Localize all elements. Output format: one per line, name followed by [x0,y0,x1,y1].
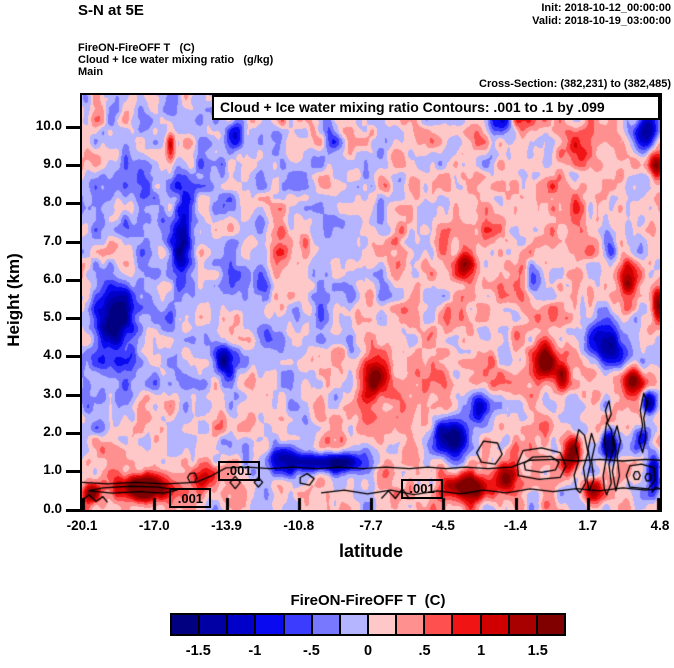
contour-value-label: .001 [401,478,444,499]
y-tick-mark [66,355,81,358]
valid-time-label: Valid: 2018-10-19_03:00:00 [532,15,671,27]
x-tick-label: -17.0 [138,518,170,533]
colorbar-cell [282,615,311,634]
temperature-difference-heatmap [82,95,660,510]
colorbar-tick-label: .5 [418,643,431,659]
page-title: S-N at 5E [78,2,144,19]
y-tick-label: 2.0 [43,424,62,439]
run-times: Init: 2018-10-12_00:00:00 Valid: 2018-10… [532,2,671,28]
x-tick-label: -1.4 [503,518,528,533]
y-tick-label: 1.0 [43,462,62,477]
cross-section-coords-label: Cross-Section: (382,231) to (382,485) [479,78,671,90]
y-tick-label: 9.0 [43,156,62,171]
y-tick-label: 10.0 [35,118,62,133]
field-list: FireON-FireOFF T (C) Cloud + Ice water m… [78,42,273,78]
colorbar-tick-label: 1.5 [527,643,548,659]
y-tick-label: 7.0 [43,233,62,248]
contour-info-box: Cloud + Ice water mixing ratio Contours:… [212,95,660,120]
colorbar-cell [198,615,227,634]
init-time-label: Init: 2018-10-12_00:00:00 [541,2,671,14]
colorbar-cell [172,615,199,634]
x-tick-label: -4.5 [431,518,455,533]
colorbar-title: FireON-FireOFF T (C) [290,592,446,609]
x-tick-label: 1.7 [578,518,598,533]
colorbar-tick-label: 1 [477,643,486,659]
y-tick-mark [66,202,81,205]
y-tick-label: 4.0 [43,347,62,362]
contour-value-label: .001 [169,488,212,509]
y-tick-label: 8.0 [43,194,62,209]
colorbar-cell [366,615,396,634]
y-tick-label: 6.0 [43,271,62,286]
colorbar-cell [423,615,452,634]
x-tick-label: -7.7 [359,518,383,533]
x-tick-label: -10.8 [283,518,315,533]
colorbar-tick-label: -1 [248,643,262,659]
plot-frame: .001.001.001 Cloud + Ice water mixing ra… [80,93,662,512]
colorbar-cell [338,615,367,634]
contour-labels-layer: .001.001.001 [82,95,660,510]
x-tick-label: -13.9 [211,518,242,533]
x-tick-label: -20.1 [66,518,98,533]
y-tick-mark [66,509,81,512]
y-tick-mark [66,126,81,129]
model-label: Main [78,66,104,78]
colorbar-cell [254,615,283,634]
y-tick-mark [66,470,81,473]
field-2-label: Cloud + Ice water mixing ratio (g/kg) [78,54,274,66]
y-tick-mark [66,279,81,282]
colorbar-cell [395,615,424,634]
y-tick-label: 3.0 [43,386,62,401]
y-tick-mark [66,317,81,320]
colorbar-cell [535,615,564,634]
y-tick-mark [66,241,81,244]
colorbar-tick-label: 0 [363,643,373,659]
colorbar-tick-label: -1.5 [185,643,211,659]
colorbar-cell [507,615,536,634]
x-axis-title: latitude [338,541,403,561]
y-axis-title: Height (km) [4,253,23,347]
field-1-label: FireON-FireOFF T (C) [78,42,195,54]
colorbar-tick-label: -.5 [302,643,320,659]
x-tick-label: 4.8 [650,518,670,533]
y-tick-label: 0.0 [43,501,62,516]
y-tick-mark [66,394,81,397]
contour-value-label: .001 [217,460,260,481]
y-tick-mark [66,432,81,435]
colorbar-cell [479,615,508,634]
colorbar-cell [310,615,339,634]
colorbar-cell [226,615,255,634]
y-tick-mark [66,164,81,167]
colorbar-cell [451,615,480,634]
colorbar [170,613,566,636]
y-tick-label: 5.0 [43,309,62,324]
